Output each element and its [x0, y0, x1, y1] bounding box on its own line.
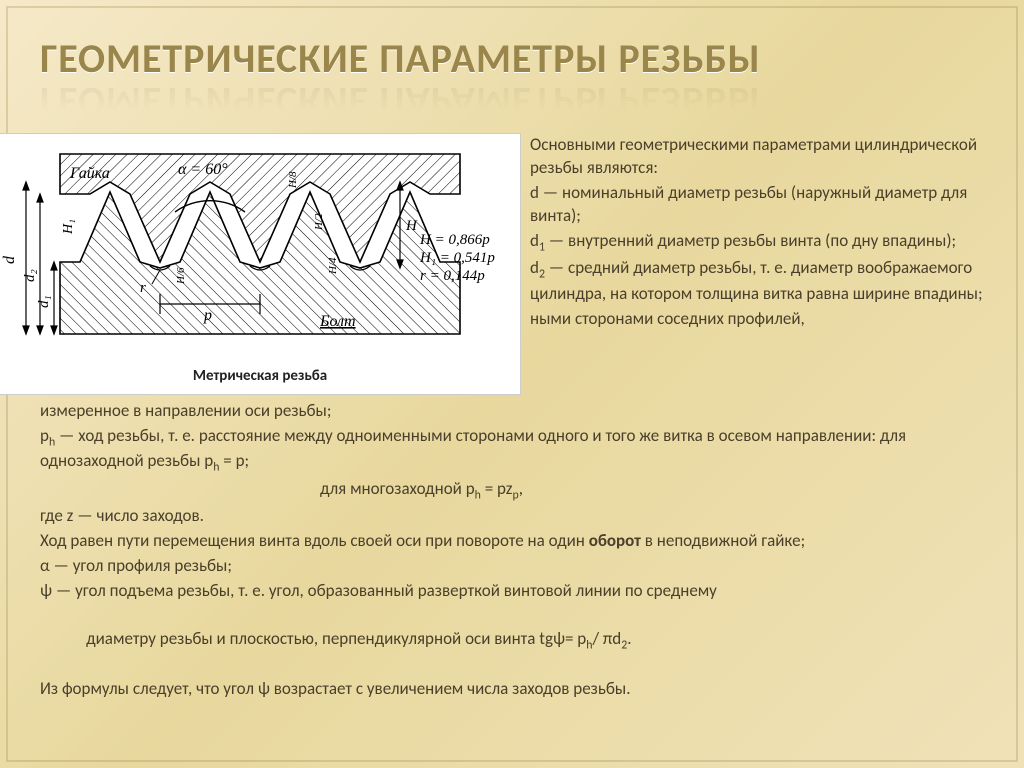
- line-psi-1: ψ — угол подъема резьбы, т. е. угол, обр…: [40, 580, 984, 603]
- d2-line: d2 — средний диаметр резьбы, т. е. диаме…: [530, 257, 984, 305]
- H1-label: H₁: [61, 219, 76, 235]
- d-line: d — номинальный диаметр резьбы (наружный…: [530, 182, 984, 228]
- r-label: r: [140, 280, 146, 296]
- H-label: H: [405, 218, 418, 234]
- thread-profile-diagram: α = 60° Гайка Болт p r: [0, 134, 520, 364]
- formula-r: r = 0,144p: [420, 268, 485, 284]
- d1-label: d₁: [36, 295, 52, 308]
- h4-label: H/4: [327, 257, 339, 275]
- d2-label: d₂: [22, 269, 38, 282]
- ph-text: — ход резьбы, т. е. расстояние между одн…: [40, 425, 906, 471]
- h6-label: H/6: [175, 267, 187, 285]
- full-column: измеренное в направлении оси резьбы; ph …: [40, 400, 984, 701]
- psi-d: .: [627, 628, 631, 649]
- psi-c: / πd: [592, 628, 621, 649]
- line-ph: ph — ход резьбы, т. е. расстояние между …: [40, 425, 984, 476]
- line-alpha: α — угол профиля резьбы;: [40, 555, 984, 578]
- right-column: Основными геометрическими параметрами ци…: [530, 134, 984, 394]
- pitch-label: p: [203, 307, 212, 324]
- psi-b: диаметру резьбы и плоскостью, перпендику…: [63, 628, 586, 649]
- d1-text: — внутренний диаметр резьбы винта (по дн…: [545, 230, 956, 251]
- d2-text: — средний диаметр резьбы, т. е. диаметр …: [530, 257, 983, 303]
- line-psi-2: диаметру резьбы и плоскостью, перпендику…: [40, 605, 984, 676]
- turn-b: в неподвижной гайке;: [641, 530, 805, 551]
- line-z: где z — число заходов.: [40, 505, 984, 528]
- multi-c: ,: [519, 478, 523, 499]
- ph-tail: = p;: [219, 450, 249, 471]
- content-area: α = 60° Гайка Болт p r: [0, 134, 1024, 723]
- multi-a: для многозаходной p: [320, 478, 475, 499]
- slide-title-reflection: ГЕОМЕТРИЧЕСКИЕ ПАРАМЕТРЫ РЕЗЬБЫ: [40, 77, 984, 126]
- line-conclusion: Из формулы следует, что угол ψ возрастае…: [40, 678, 984, 701]
- bolt-label: Болт: [319, 313, 356, 330]
- d2-sym: d: [530, 257, 539, 278]
- line-measured: измеренное в направлении оси резьбы;: [40, 400, 984, 423]
- d1-line: d1 — внутренний диаметр резьбы винта (по…: [530, 230, 984, 255]
- angle-label: α = 60°: [178, 161, 228, 178]
- h8-label: H/8: [287, 171, 299, 189]
- partial-line: ными сторонами соседних профилей,: [530, 308, 984, 331]
- d1-sym: d: [530, 230, 539, 251]
- ph-sym: p: [40, 425, 49, 446]
- line-multi: для многозаходной ph = pzp,: [40, 478, 984, 503]
- formula-H1: H₁ = 0,541p: [419, 250, 495, 266]
- left-diameters: [23, 182, 57, 334]
- d-label: d: [1, 255, 18, 264]
- multi-b: = pz: [481, 478, 513, 499]
- turn-bold: оборот: [589, 530, 641, 551]
- formula-H: H = 0,866p: [419, 232, 490, 248]
- thread-diagram-card: α = 60° Гайка Болт p r: [0, 134, 520, 394]
- diagram-caption: Метрическая резьба: [0, 364, 520, 386]
- intro-line: Основными геометрическими параметрами ци…: [530, 134, 984, 180]
- turn-a: Ход равен пути перемещения винта вдоль с…: [40, 530, 589, 551]
- line-turn: Ход равен пути перемещения винта вдоль с…: [40, 530, 984, 553]
- nut-label: Гайка: [69, 165, 110, 182]
- h2-label: H/2: [313, 213, 325, 231]
